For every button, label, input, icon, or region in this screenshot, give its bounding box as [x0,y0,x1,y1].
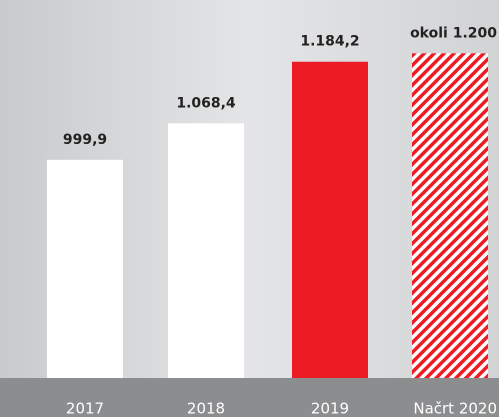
x-tick-label: Načrt 2020 [413,400,497,417]
value-label: 1.184,2 [300,34,359,50]
x-tick-label: 2018 [187,400,225,417]
value-label: 999,9 [63,132,107,148]
bar [292,61,368,378]
value-label: okoli 1.200 [410,25,497,41]
bar [47,159,123,378]
category-band [0,378,499,417]
x-tick-label: 2019 [311,400,349,417]
bar [168,123,244,379]
value-label: 1.068,4 [176,95,236,111]
bar [412,53,488,379]
x-tick-label: 2017 [66,400,104,417]
